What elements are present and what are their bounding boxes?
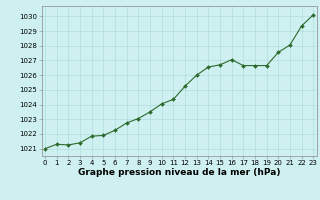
X-axis label: Graphe pression niveau de la mer (hPa): Graphe pression niveau de la mer (hPa): [78, 168, 280, 177]
